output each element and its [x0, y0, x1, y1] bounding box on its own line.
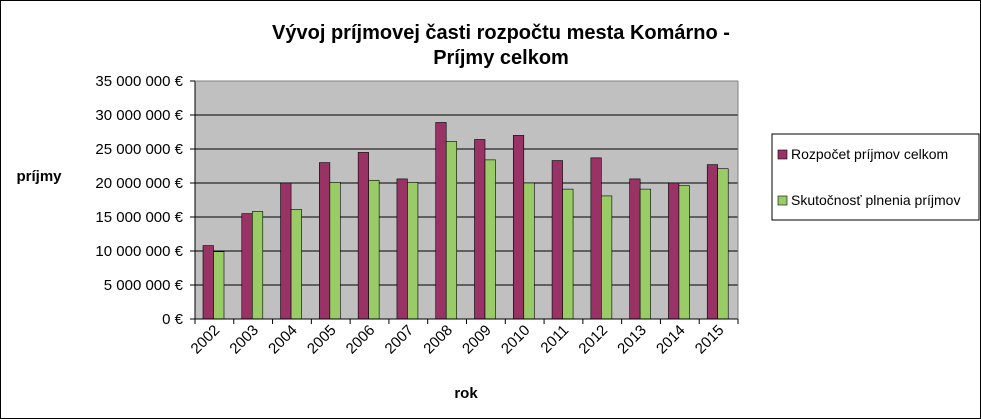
- x-tick-label: 2010: [498, 322, 534, 358]
- x-tick-label: 2013: [614, 322, 650, 358]
- y-tick-label: 30 000 000 €: [95, 107, 183, 124]
- y-tick-labels: 0 € 5 000 000 € 10 000 000 € 15 000 000 € 20…: [95, 73, 195, 328]
- y-tick-label: 25 000 000 €: [95, 141, 183, 158]
- y-tick-label: 5 000 000 €: [104, 277, 184, 294]
- bar-skutocnost-2009: [484, 159, 496, 320]
- bar-skutocnost-2011: [562, 188, 574, 320]
- x-tick-label: 2004: [265, 322, 301, 358]
- bar-skutocnost-2012: [601, 195, 613, 320]
- bar-skutocnost-2014: [678, 185, 690, 320]
- bar-skutocnost-2005: [329, 182, 341, 320]
- bar-skutocnost-2008: [445, 141, 458, 320]
- bar-skutocnost-2002: [213, 251, 225, 320]
- x-tick-label: 2007: [382, 322, 418, 358]
- x-tick-labels: 2002 2003 2004 2005 2006 2007 2008 2009 2010 2011…: [188, 319, 739, 358]
- bar-skutocnost-2006: [368, 179, 380, 320]
- bar-rozpocet-2007: [396, 178, 408, 320]
- x-tick-label: 2011: [537, 322, 572, 357]
- bar-skutocnost-2007: [407, 182, 419, 320]
- x-tick-label: 2003: [226, 322, 262, 358]
- bar-rozpocet-2014: [668, 182, 680, 320]
- bar-rozpocet-2013: [629, 178, 641, 320]
- bar-rozpocet-2004: [280, 182, 292, 320]
- bar-rozpocet-2012: [590, 157, 602, 320]
- legend: Rozpočet príjmov celkom Skutočnosť plnen…: [771, 133, 980, 221]
- legend-swatch-rozpocet: [777, 149, 788, 160]
- x-tick-label: 2008: [420, 322, 456, 358]
- bar-rozpocet-2009: [474, 139, 486, 320]
- bar-skutocnost-2013: [639, 188, 651, 320]
- x-tick-label: 2002: [188, 322, 224, 358]
- bar-skutocnost-2015: [717, 168, 729, 320]
- y-axis-label: príjmy: [16, 168, 62, 185]
- bar-skutocnost-2004: [290, 209, 302, 320]
- bar-rozpocet-2005: [319, 162, 331, 320]
- bar-rozpocet-2011: [551, 160, 563, 320]
- bar-rozpocet-2008: [435, 122, 447, 320]
- bar-rozpocet-2006: [357, 152, 369, 320]
- x-tick-label: 2006: [343, 322, 379, 358]
- x-tick-label: 2009: [459, 322, 495, 358]
- bar-rozpocet-2010: [512, 135, 525, 320]
- bars: [202, 122, 729, 320]
- x-axis-label: rok: [454, 385, 478, 402]
- chart-title-line-1: Vývoj príjmovej časti rozpočtu mesta Kom…: [272, 22, 730, 44]
- x-tick-label: 2012: [575, 322, 611, 358]
- bar-rozpocet-2003: [241, 213, 253, 320]
- legend-label-rozpocet: Rozpočet príjmov celkom: [791, 146, 948, 162]
- x-tick-label: 2015: [692, 322, 728, 358]
- bar-rozpocet-2015: [706, 164, 719, 320]
- x-tick-label: 2005: [304, 322, 340, 358]
- legend-swatch-skutocnost: [777, 195, 788, 206]
- legend-label-skutocnost: Skutočnosť plnenia príjmov: [791, 192, 960, 208]
- bar-skutocnost-2010: [523, 182, 535, 320]
- axes: [194, 80, 739, 320]
- y-tick-label: 10 000 000 €: [95, 243, 183, 260]
- y-tick-label: 20 000 000 €: [95, 175, 183, 192]
- plot-area: [195, 81, 738, 319]
- x-tick-label: 2014: [653, 322, 689, 358]
- y-tick-label: 15 000 000 €: [95, 209, 183, 226]
- y-tick-label: 0 €: [162, 311, 184, 328]
- bar-skutocnost-2003: [251, 211, 264, 320]
- bar-rozpocet-2002: [202, 245, 214, 320]
- legend-box: [771, 133, 980, 221]
- y-tick-label: 35 000 000 €: [95, 73, 183, 90]
- chart-title-line-2: Príjmy celkom: [433, 47, 569, 69]
